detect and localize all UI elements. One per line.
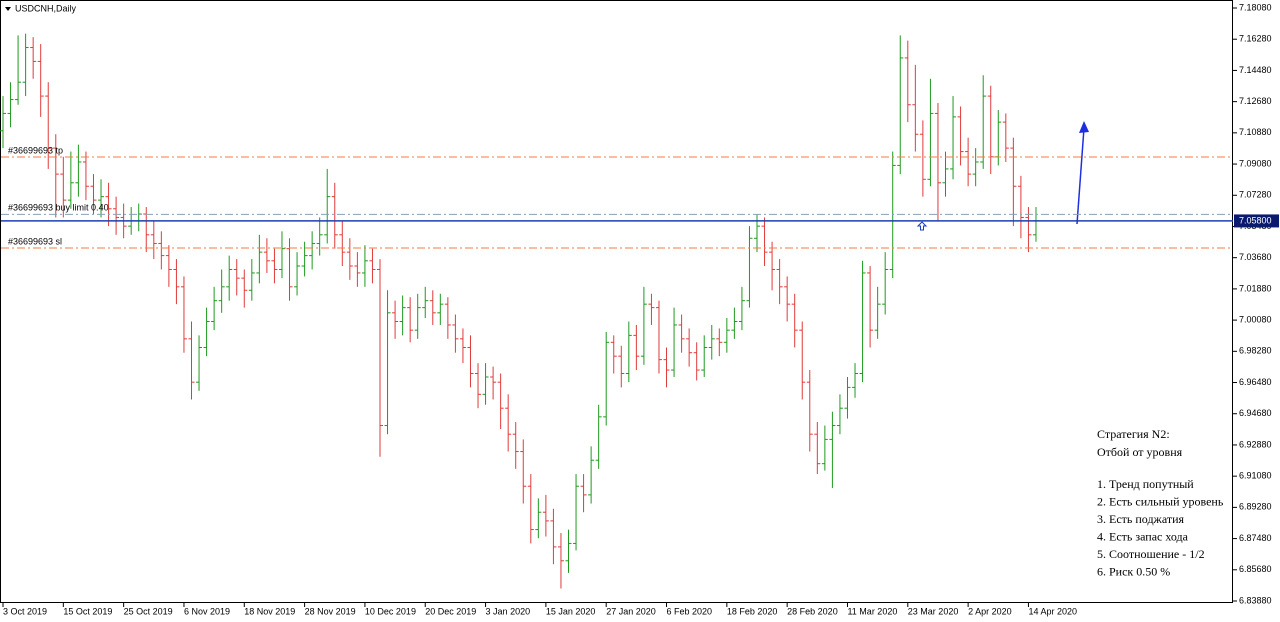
x-tick-label: 20 Dec 2019 [425,606,476,616]
annotation-item: 6. Риск 0.50 % [1097,564,1170,578]
annotation-item: 1. Тренд попутный [1097,477,1194,491]
x-tick-label: 28 Nov 2019 [305,606,356,616]
y-tick-label: 6.98280 [1239,346,1272,356]
buy-marker [916,221,928,231]
x-tick-label: 2 Apr 2020 [968,606,1012,616]
menu-triangle[interactable] [5,7,11,11]
y-tick-label: 7.07280 [1239,190,1272,200]
y-tick-label: 6.92880 [1239,439,1272,449]
annotation-heading: Отбой от уровня [1097,445,1183,459]
chart-title: USDCNH,Daily [15,3,77,13]
y-tick-label: 7.18080 [1239,2,1272,12]
x-tick-label: 25 Oct 2019 [124,606,173,616]
y-tick-label: 7.16280 [1239,34,1272,44]
y-tick-label: 6.94680 [1239,408,1272,418]
y-tick-label: 6.87480 [1239,533,1272,543]
x-tick-label: 27 Jan 2020 [606,606,656,616]
level-label: #36699693 tp [8,145,63,155]
x-tick-label: 11 Mar 2020 [847,606,897,616]
annotation-item: 2. Есть сильный уровень [1097,494,1224,508]
y-tick-label: 6.83880 [1239,595,1272,605]
x-tick-label: 6 Nov 2019 [184,606,230,616]
x-tick-label: 3 Jan 2020 [486,606,531,616]
price-box [1234,214,1279,228]
y-tick-label: 6.85680 [1239,564,1272,574]
arrow-head [1079,121,1089,133]
x-tick-label: 15 Oct 2019 [63,606,112,616]
x-tick-label: 10 Dec 2019 [365,606,416,616]
x-tick-label: 15 Jan 2020 [546,606,596,616]
y-tick-label: 6.91080 [1239,471,1272,481]
x-tick-label: 18 Nov 2019 [244,606,295,616]
annotation-item: 5. Соотношение - 1/2 [1097,547,1205,561]
y-tick-label: 7.14480 [1239,65,1272,75]
y-tick-label: 6.89280 [1239,502,1272,512]
level-label: #36699693 sl [8,236,62,246]
arrow [1076,127,1085,225]
level-label: #36699693 buy limit 0.40 [8,203,109,213]
x-tick-label: 6 Feb 2020 [667,606,713,616]
annotation-item: 4. Есть запас хода [1097,529,1189,543]
y-tick-label: 7.09080 [1239,158,1272,168]
price-label: 7.05800 [1239,215,1272,225]
y-tick-label: 7.03680 [1239,252,1272,262]
y-tick-label: 7.12680 [1239,96,1272,106]
x-tick-label: 23 Mar 2020 [908,606,959,616]
x-tick-label: 18 Feb 2020 [727,606,778,616]
y-tick-label: 7.10880 [1239,127,1272,137]
annotation-heading: Стратегия N2: [1097,427,1170,441]
x-tick-label: 14 Apr 2020 [1028,606,1077,616]
x-tick-label: 28 Feb 2020 [787,606,838,616]
plot-frame [0,0,1233,603]
y-tick-label: 6.96480 [1239,377,1272,387]
y-tick-label: 7.00080 [1239,314,1272,324]
annotation-item: 3. Есть поджатия [1097,512,1185,526]
y-tick-label: 7.01880 [1239,283,1272,293]
x-tick-label: 3 Oct 2019 [3,606,47,616]
